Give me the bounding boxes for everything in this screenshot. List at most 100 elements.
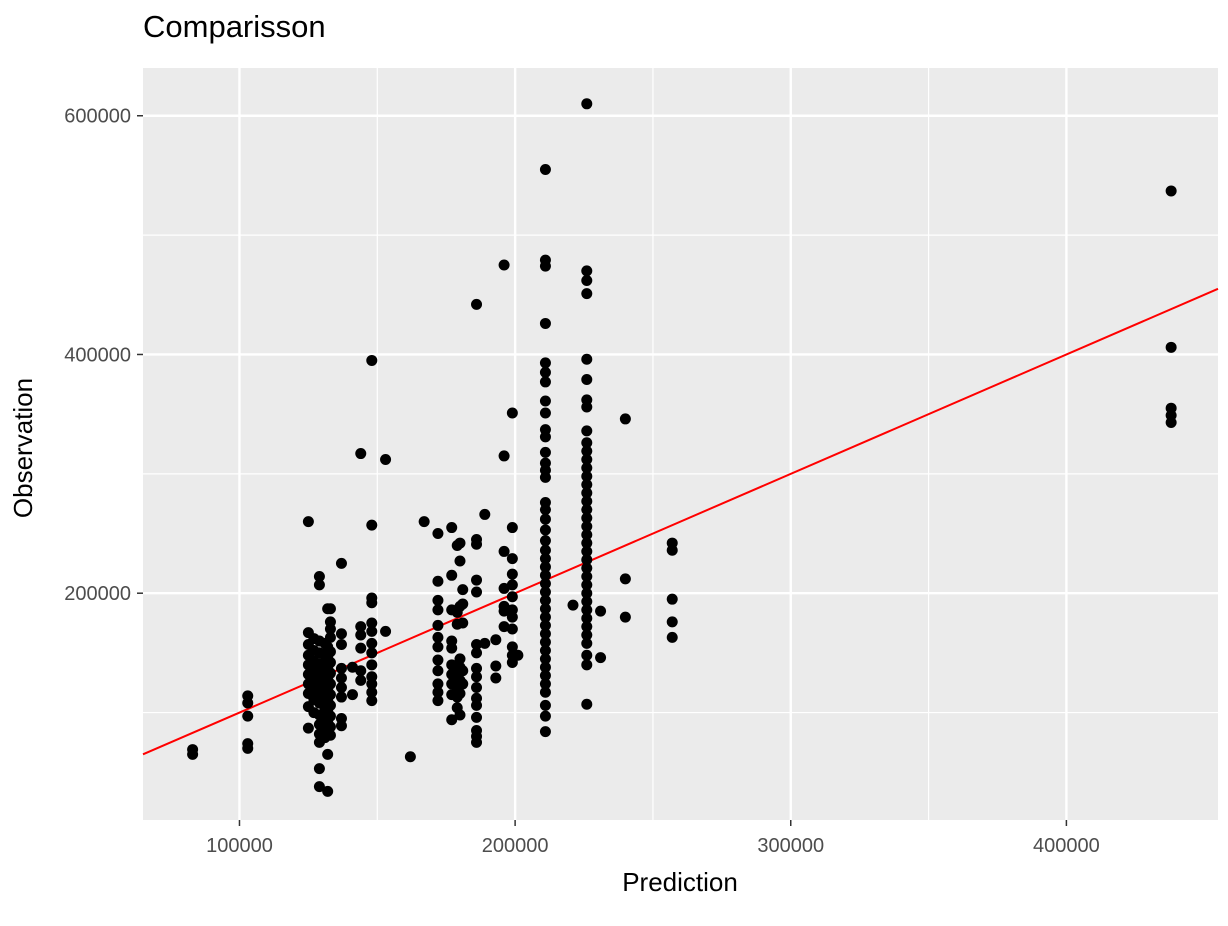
data-point [498, 545, 510, 557]
data-point [539, 431, 551, 443]
data-point [666, 593, 678, 605]
data-point [506, 407, 518, 419]
data-point [581, 425, 593, 437]
y-tick-label: 200000 [64, 583, 131, 605]
data-point [471, 538, 483, 550]
data-point [1165, 185, 1177, 197]
chart-title: Comparisson [143, 9, 326, 44]
data-point [355, 674, 367, 686]
data-point [581, 659, 593, 671]
data-point [366, 647, 378, 659]
data-point [498, 450, 510, 462]
data-point [366, 678, 378, 690]
data-point [539, 586, 551, 598]
data-point [498, 582, 510, 594]
x-tick-label: 100000 [206, 835, 273, 857]
data-point [581, 612, 593, 624]
data-point [432, 631, 444, 643]
y-tick-label: 600000 [64, 106, 131, 128]
data-point [581, 529, 593, 541]
data-point [581, 637, 593, 649]
data-point [581, 470, 593, 482]
data-point [539, 376, 551, 388]
data-point [1165, 417, 1177, 429]
data-point [366, 597, 378, 609]
data-point [432, 619, 444, 631]
data-point [432, 686, 444, 698]
data-point [432, 604, 444, 616]
data-point [539, 524, 551, 536]
data-point [479, 637, 491, 649]
data-point [539, 726, 551, 738]
data-point [506, 553, 518, 565]
data-point [324, 623, 336, 635]
data-point [506, 522, 518, 534]
data-point [506, 591, 518, 603]
data-point [366, 695, 378, 707]
data-point [324, 646, 336, 658]
data-point [539, 163, 551, 175]
data-point [432, 654, 444, 666]
data-point [355, 665, 367, 677]
data-point [335, 682, 347, 694]
data-point [432, 695, 444, 707]
data-point [242, 738, 254, 750]
data-point [539, 317, 551, 329]
data-point [313, 781, 325, 793]
data-point [366, 617, 378, 629]
data-point [506, 641, 518, 653]
data-point [471, 671, 483, 683]
data-point [539, 686, 551, 698]
data-point [539, 569, 551, 581]
data-point [355, 642, 367, 654]
data-point [666, 631, 678, 643]
data-point [479, 508, 491, 520]
data-point [346, 661, 358, 673]
data-point [581, 629, 593, 641]
data-point [619, 573, 631, 585]
data-point [539, 594, 551, 606]
data-point [446, 714, 458, 726]
data-point [454, 687, 466, 699]
data-point [539, 619, 551, 631]
data-point [457, 665, 469, 677]
data-point [581, 462, 593, 474]
data-point [324, 699, 336, 711]
data-point [539, 653, 551, 665]
x-tick-label: 400000 [1033, 835, 1100, 857]
data-point [366, 659, 378, 671]
data-point [432, 575, 444, 587]
data-point [366, 519, 378, 531]
data-point [581, 98, 593, 110]
data-point [581, 545, 593, 557]
data-point [539, 670, 551, 682]
data-point [457, 617, 469, 629]
data-point [471, 711, 483, 723]
data-point [595, 605, 607, 617]
data-point [324, 729, 336, 741]
data-point [418, 516, 430, 528]
data-point [490, 634, 502, 646]
data-point [506, 611, 518, 623]
data-point [380, 454, 392, 466]
data-point [324, 721, 336, 733]
data-point [355, 629, 367, 641]
data-point [335, 639, 347, 651]
data-point [432, 641, 444, 653]
data-point [187, 744, 199, 756]
x-axis: 100000 200000 300000 400000 [206, 820, 1100, 857]
data-point [324, 656, 336, 668]
data-point [506, 623, 518, 635]
data-point [446, 569, 458, 581]
data-point [539, 645, 551, 657]
data-point [581, 520, 593, 532]
data-point [539, 535, 551, 547]
data-point [324, 710, 336, 722]
data-point [324, 667, 336, 679]
data-point [335, 720, 347, 732]
data-point [581, 587, 593, 599]
data-point [380, 625, 392, 637]
data-point [581, 437, 593, 449]
y-axis: 200000 400000 600000 [64, 106, 143, 605]
